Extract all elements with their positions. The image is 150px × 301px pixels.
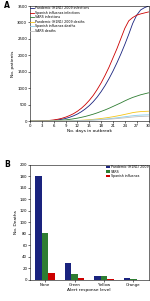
Text: A: A	[4, 2, 10, 11]
Bar	[35, 176, 42, 280]
Y-axis label: No. patients: No. patients	[11, 50, 15, 77]
Bar	[42, 233, 48, 280]
Bar	[130, 279, 137, 280]
Legend: Pandemic (H1N1) 2009, SARS, Spanish influenza: Pandemic (H1N1) 2009, SARS, Spanish infl…	[106, 165, 148, 178]
Text: B: B	[4, 160, 10, 169]
Bar	[65, 263, 71, 280]
Bar	[94, 276, 101, 280]
Bar	[124, 278, 130, 280]
X-axis label: Alert response level: Alert response level	[68, 288, 111, 292]
Bar	[78, 278, 84, 280]
X-axis label: No. days in outbreak: No. days in outbreak	[67, 129, 112, 133]
Bar	[48, 273, 55, 280]
Y-axis label: No. Deaths: No. Deaths	[14, 210, 18, 234]
Bar	[101, 277, 107, 280]
Legend: Pandemic (H1N1) 2009 infections, Spanish influenza infections, SARS infections, : Pandemic (H1N1) 2009 infections, Spanish…	[30, 6, 89, 33]
Bar	[107, 279, 114, 280]
Bar	[71, 274, 78, 280]
